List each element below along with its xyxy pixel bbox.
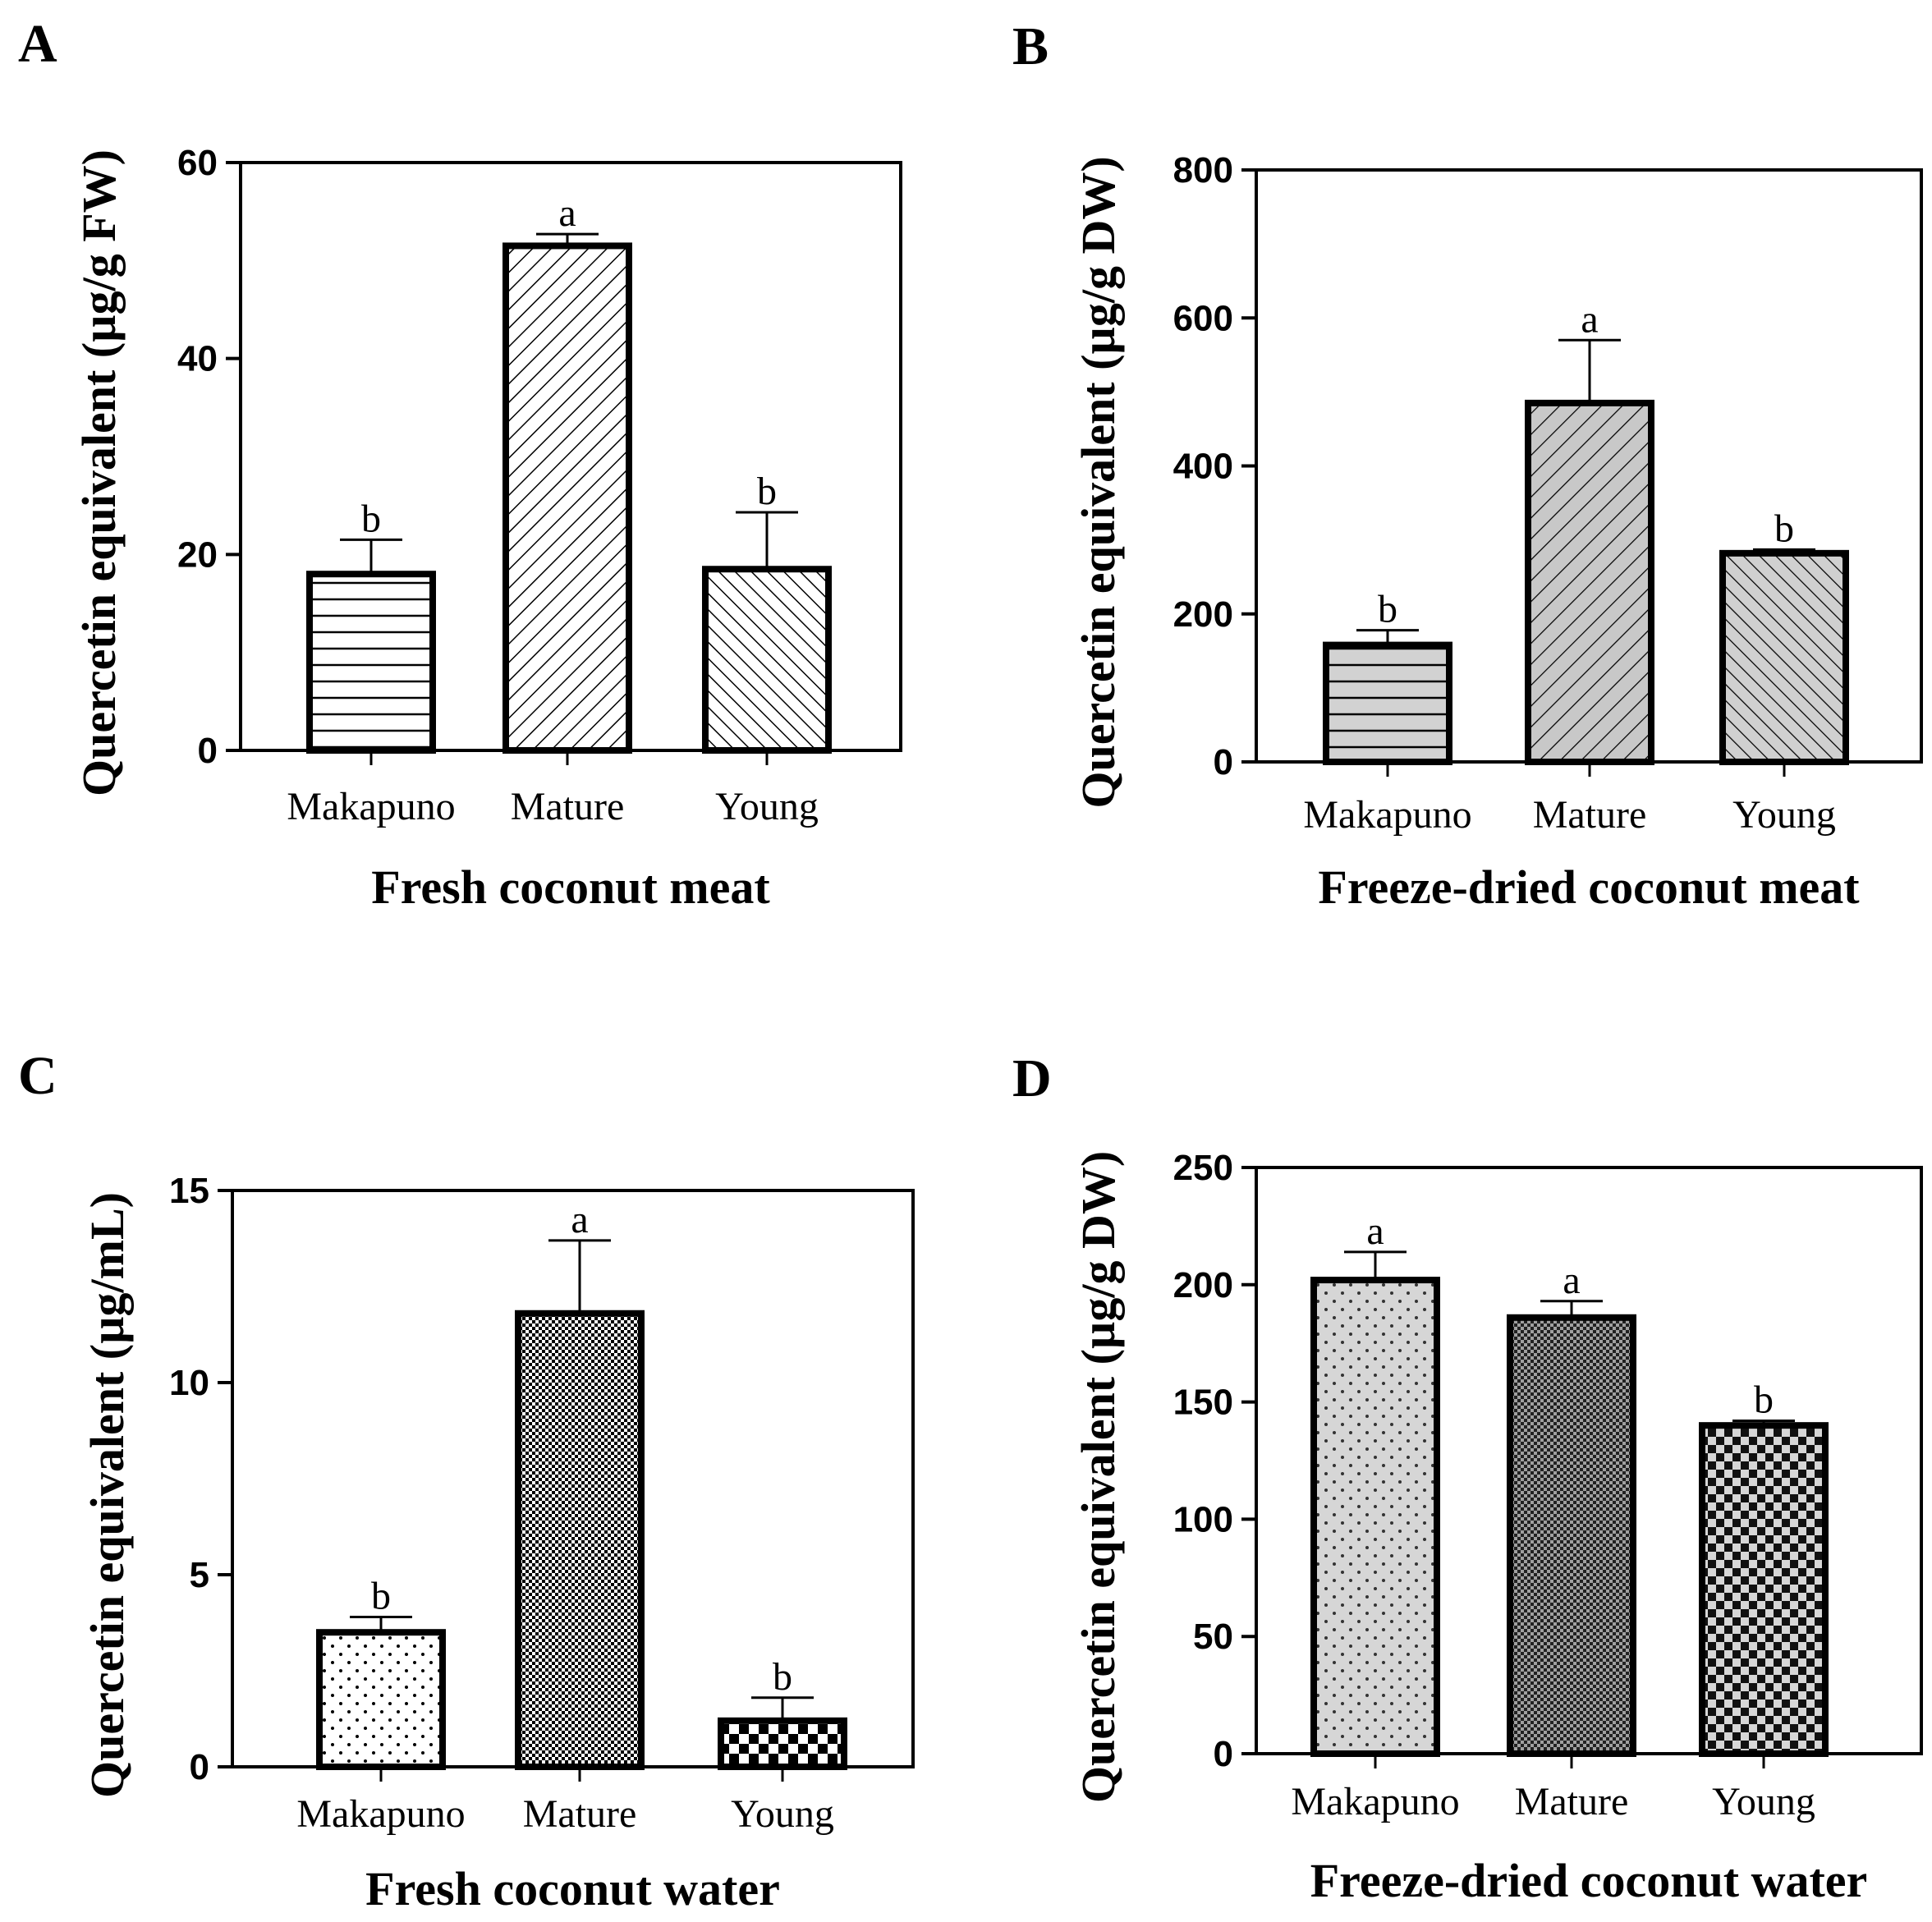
y-tick-label: 5 [190,1555,209,1595]
category-label: Mature [1515,1780,1629,1823]
y-tick-label: 0 [1214,1734,1233,1774]
category-label: Young [1712,1780,1815,1823]
bar-makapuno [316,1629,446,1770]
bar-young [718,1717,847,1771]
significance-letter: a [558,191,576,235]
y-tick-label: 20 [177,534,218,575]
category-label: Mature [511,785,625,828]
significance-letter: b [773,1655,792,1699]
significance-letter: b [361,497,381,540]
y-tick-label: 0 [190,1747,209,1787]
category-label: Makapuno [287,785,455,828]
y-tick-label: 10 [169,1363,209,1403]
bar-young [702,566,832,754]
significance-letter: a [1366,1209,1384,1253]
y-tick-label: 60 [177,143,218,183]
x-axis-title: Fresh coconut water [365,1862,780,1915]
y-tick-label: 15 [169,1171,209,1211]
category-label: Makapuno [296,1792,465,1836]
plot-frame [1255,1166,1923,1755]
significance-letter: b [371,1574,391,1617]
y-tick-label: 200 [1173,594,1233,635]
bar-mature [515,1310,645,1770]
chart-panel-A: Ab Makapuno a Mature b Young 0 20 40 60 Quercetin … [18,14,902,914]
chart-panel-D: Da Makapuno a Mature b Young 0 50 100 150 200 250 Qu… [1012,1048,1923,1907]
bar-young [1719,549,1849,765]
panel-letter: C [18,1046,57,1106]
y-tick-label: 40 [177,339,218,379]
x-axis-title: Freeze-dried coconut meat [1318,860,1860,914]
y-tick-label: 150 [1173,1383,1233,1423]
y-tick-label: 0 [198,731,218,771]
bar-mature [1507,1314,1636,1758]
significance-letter: a [1563,1259,1580,1302]
y-tick-label: 200 [1173,1265,1233,1305]
category-label: Young [715,785,819,828]
panel-letter: D [1012,1048,1052,1108]
x-axis-title: Freeze-dried coconut water [1310,1854,1868,1907]
plot-frame [239,161,902,752]
y-tick-label: 400 [1173,447,1233,487]
panels: Ab Makapuno a Mature b Young 0 20 40 60 Quercetin … [18,14,1923,1915]
y-tick-label: 0 [1214,742,1233,782]
significance-letter: a [1581,297,1598,341]
plot-frame [231,1189,915,1768]
category-label: Young [731,1792,834,1836]
y-axis-title: Quercetin equivalent (µg/g DW) [1072,1151,1125,1803]
significance-letter: b [1774,507,1794,550]
bar-mature [503,242,632,754]
y-tick-label: 100 [1173,1499,1233,1539]
y-tick-label: 50 [1193,1617,1233,1657]
panel-letter: B [1012,16,1049,76]
category-label: Makapuno [1291,1780,1459,1823]
y-axis-title: Quercetin equivalent (µg/g FW) [72,149,126,796]
bar-makapuno [1310,1277,1440,1757]
y-axis-title: Quercetin equivalent (µg/g DW) [1072,156,1125,808]
y-axis-title: Quercetin equivalent (µg/mL) [80,1192,134,1798]
category-label: Mature [1533,793,1647,837]
category-label: Mature [523,1792,637,1836]
category-label: Young [1732,793,1836,837]
x-axis-title: Fresh coconut meat [371,860,770,914]
significance-letter: b [1754,1378,1774,1421]
bar-mature [1525,399,1654,765]
significance-letter: b [1378,588,1397,631]
y-tick-label: 600 [1173,298,1233,338]
y-tick-label: 250 [1173,1148,1233,1188]
bar-makapuno [1323,641,1452,765]
bar-young [1699,1422,1829,1758]
y-tick-label: 800 [1173,150,1233,190]
significance-letter: b [757,470,777,513]
chart-panel-B: Bb Makapuno a Mature b Young 0 200 400 600 800 Quer… [1012,16,1923,914]
panel-letter: A [18,14,57,74]
chart-panel-C: Cb Makapuno a Mature b Young 0 5 10 15 Quercetin e… [18,1046,915,1915]
bar-makapuno [306,571,436,755]
category-label: Makapuno [1303,793,1471,837]
significance-letter: a [571,1198,588,1241]
